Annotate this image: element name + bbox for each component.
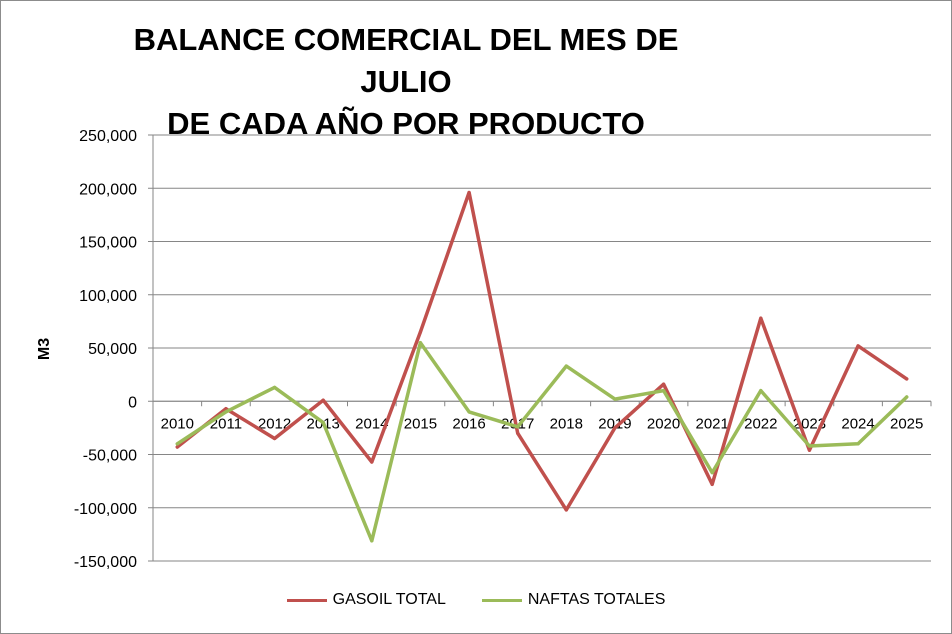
data-point [905, 377, 909, 381]
y-tick-label: 0 [128, 394, 137, 411]
legend-item: GASOIL TOTAL [286, 591, 446, 609]
data-point [467, 410, 471, 414]
x-tick-label: 2014 [355, 415, 388, 432]
x-tick-label: 2020 [647, 415, 680, 432]
x-tick-label: 2018 [550, 415, 583, 432]
data-point [516, 431, 520, 435]
x-tick-label: 2016 [452, 415, 485, 432]
data-point [807, 444, 812, 448]
data-point [905, 395, 909, 399]
data-point [175, 445, 179, 449]
series-line [175, 340, 909, 543]
data-point [661, 389, 666, 393]
data-point [710, 482, 714, 486]
x-tick-label: 2010 [161, 415, 194, 432]
data-point [613, 426, 617, 430]
data-point [272, 436, 277, 441]
grid-layer [148, 134, 931, 562]
x-tick-labels: 2010201120122013201420152016201720182019… [161, 415, 924, 432]
y-tick-label: -50,000 [83, 448, 137, 465]
data-point [370, 539, 374, 543]
x-tick-label: 2017 [501, 415, 534, 432]
series-line [175, 190, 909, 512]
series-2 [175, 340, 909, 543]
y-axis-title: M3 [36, 338, 53, 360]
data-point [856, 442, 860, 446]
x-tick-label: 2012 [258, 415, 291, 432]
x-tick-label: 2025 [890, 415, 923, 432]
x-tick-label: 2022 [744, 415, 777, 432]
data-point [516, 425, 520, 429]
data-point [224, 410, 228, 414]
data-point [661, 382, 666, 386]
data-point [564, 364, 568, 368]
legend-swatch [286, 598, 327, 602]
data-point [175, 442, 179, 446]
data-point [807, 448, 812, 452]
data-point [272, 385, 277, 390]
x-tick-label: 2021 [696, 415, 729, 432]
y-tick-label: 50,000 [88, 341, 137, 358]
legend-label: NAFTAS TOTALES [527, 591, 666, 608]
y-tick-label: -150,000 [74, 554, 137, 571]
x-tick-label: 2015 [404, 415, 437, 432]
data-point [613, 397, 617, 401]
data-point [710, 471, 714, 475]
data-point [418, 341, 423, 345]
data-point [321, 398, 325, 402]
legend: GASOIL TOTAL NAFTAS TOTALES [1, 591, 951, 609]
data-point [564, 508, 568, 512]
y-tick-label: 200,000 [79, 181, 137, 198]
chart-title-line-1: BALANCE COMERCIAL DEL MES DE JULIO [133, 22, 679, 99]
data-point [321, 420, 325, 425]
y-tick-label: 150,000 [79, 235, 137, 252]
data-point [759, 389, 763, 393]
x-tick-label: 2024 [841, 415, 874, 432]
data-point [759, 316, 763, 320]
x-tick-label: 2011 [210, 415, 242, 432]
series-1 [175, 190, 909, 512]
axis-layer [152, 135, 932, 561]
data-point [370, 460, 374, 464]
y-tick-label: 100,000 [79, 288, 137, 305]
data-point [224, 407, 228, 411]
series-layer [175, 190, 909, 543]
data-point [418, 330, 423, 334]
data-point [467, 190, 471, 195]
legend-item: NAFTAS TOTALES [481, 591, 666, 609]
y-tick-label: 250,000 [79, 128, 137, 145]
legend-label: GASOIL TOTAL [332, 591, 446, 608]
y-tick-labels: 250,000 200,000 150,000 100,000 50,000 0 -50,0… [74, 128, 137, 571]
legend-swatch [481, 598, 522, 602]
data-point [856, 344, 860, 348]
y-tick-label: -100,000 [74, 501, 137, 518]
